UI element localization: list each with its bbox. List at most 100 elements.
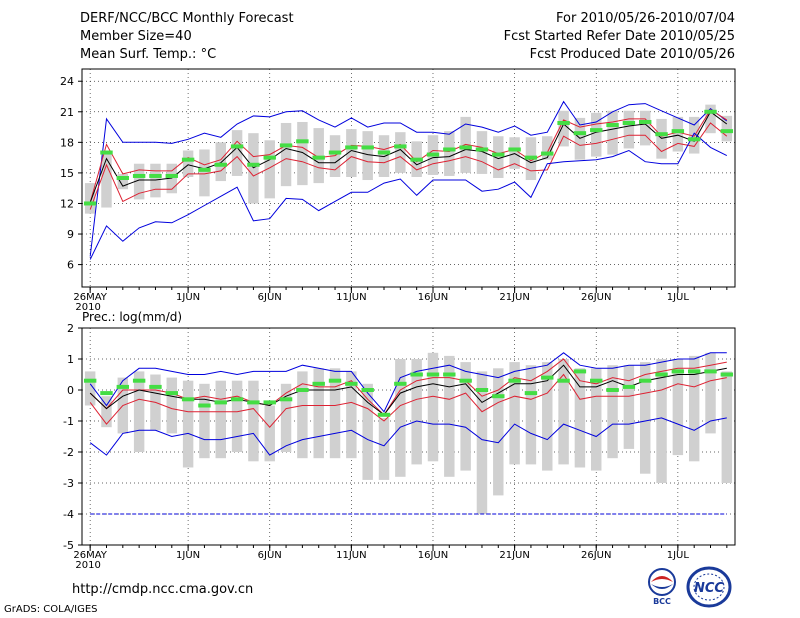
climatology-dash [687,137,701,142]
climatology-dash [312,155,325,160]
spread-box [346,371,357,459]
spread-box [542,362,553,471]
bcc-logo: BCC [648,568,676,606]
climatology-dash [247,162,260,167]
climatology-dash [492,394,505,399]
bcc-logo-text: BCC [653,597,671,606]
spread-box [199,149,210,197]
spread-box [558,359,569,465]
climatology-dash [590,128,603,133]
series-line-upper [89,358,727,416]
spread-box [444,131,455,176]
climatology-dash [639,119,652,124]
spread-box [133,163,145,200]
climatology-dash [263,400,276,405]
x-tick-label: 6JUN [258,292,282,303]
spread-box [280,383,292,452]
climatology-dash [312,381,325,386]
spread-box [672,116,684,152]
climatology-dash [720,129,734,134]
climatology-dash [557,378,570,383]
spread-box [297,371,308,459]
climatology-dash [639,378,652,383]
forecast-produced-date: Fcst Produced Date 2010/05/26 [529,47,735,62]
spread-box [591,368,602,471]
forecast-period: For 2010/05/26-2010/07/04 [556,11,735,26]
spread-box [460,362,471,471]
y-tick-label: -4 [63,508,74,521]
x-tick-label: 26MAY [73,292,107,303]
spread-box [395,359,406,477]
climatology-dash [100,391,113,396]
spread-box [639,362,651,474]
spread-box [101,151,112,208]
plot-frame [81,327,736,546]
climatology-dash [459,145,472,150]
spread-box [607,110,618,155]
spread-box [346,129,357,177]
x-tick-label: 26JUN [581,550,611,561]
climatology-dash [410,372,423,377]
source-url[interactable]: http://cmdp.ncc.cma.gov.cn [72,582,254,597]
x-tick-label: 21JUN [499,292,529,303]
spread-box [558,110,569,147]
climatology-dash [655,132,668,137]
spread-box [493,368,504,496]
climatology-dash [377,150,391,155]
y-tick-label: -3 [63,477,74,490]
y-tick-label: 1 [67,353,74,366]
spread-box [688,355,700,462]
climatology-dash [508,147,521,152]
spread-box [329,368,341,459]
climatology-dash [132,378,146,383]
climatology-dash [704,369,717,374]
climatology-dash [328,150,342,155]
climatology-dash [492,152,505,157]
climatology-dash [720,372,734,377]
climatology-dash [394,381,407,386]
spread-box [248,380,259,462]
y-tick-label: 6 [67,259,74,272]
x-tick-label: 1JUL [667,292,690,303]
climatology-dash [622,384,636,389]
climatology-dash [671,369,685,374]
spread-box [476,131,488,174]
climatology-dash [214,162,227,167]
climatology-dash [345,381,358,386]
spread-box [313,368,324,459]
forecast-start-date: Fcst Started Refer Date 2010/05/25 [503,29,735,44]
climatology-dash [541,375,554,380]
spread-box [427,352,439,462]
climatology-dash [328,378,342,383]
spread-box [705,352,716,434]
x-tick-label: 21JUN [499,550,529,561]
panel-title: Prec.: log(mm/d) [82,310,182,324]
climatology-dash [230,144,244,149]
climatology-dash [100,150,113,155]
climatology-dash [198,167,211,172]
climatology-dash [377,412,391,417]
series-line-min [89,132,728,260]
spread-box [542,136,553,160]
climatology-dash [116,176,130,180]
spread-box [378,417,390,480]
x-tick-label: 11JUN [336,550,366,561]
climatology-dash [557,120,570,125]
y-tick-label: 24 [60,75,74,88]
climatology-dash [508,378,521,383]
climatology-dash [214,400,227,405]
climatology-dash [279,143,293,148]
climatology-dash [541,151,554,156]
y-tick-label: -1 [63,415,74,428]
y-tick-label: 9 [67,228,74,241]
spread-box [150,163,161,198]
x-tick-label: 26JUN [581,292,611,303]
spread-box [362,131,373,181]
spread-box [656,359,667,483]
y-tick-label: -2 [63,446,74,459]
climatology-dash [361,145,374,150]
spread-box [313,128,324,184]
climatology-dash [671,129,685,134]
